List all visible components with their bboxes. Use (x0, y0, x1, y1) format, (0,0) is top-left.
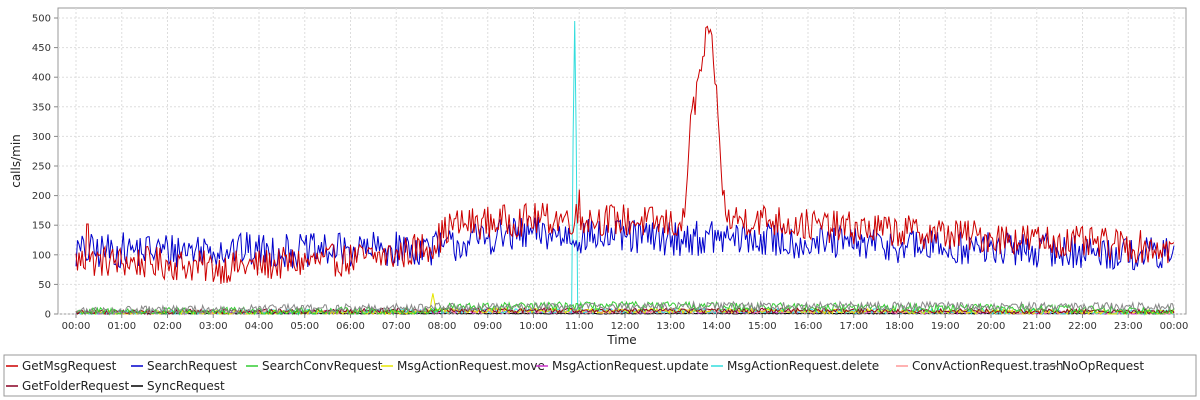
y-tick-label: 200 (32, 191, 51, 202)
x-tick-label: 09:00 (473, 321, 502, 332)
x-tick-label: 00:00 (1160, 321, 1189, 332)
y-axis-title: calls/min (9, 134, 23, 188)
x-tick-label: 07:00 (382, 321, 411, 332)
y-tick-label: 50 (38, 280, 51, 291)
x-tick-label: 14:00 (702, 321, 731, 332)
y-tick-label: 450 (32, 43, 51, 54)
x-axis-title: Time (606, 333, 636, 347)
y-tick-label: 350 (32, 102, 51, 113)
x-tick-label: 18:00 (885, 321, 914, 332)
y-tick-label: 400 (32, 73, 51, 84)
x-tick-label: 03:00 (199, 321, 228, 332)
legend: GetMsgRequest SearchRequest SearchConvRequ… (3, 354, 1197, 397)
x-tick-label: 21:00 (1022, 321, 1051, 332)
x-axis: 00:00 01:00 02:00 03:00 04:00 05:00 06:00 07:00… (62, 314, 1189, 332)
legend-label: GetMsgRequest (22, 359, 117, 373)
y-tick-label: 300 (32, 132, 51, 143)
y-tick-label: 250 (32, 162, 51, 173)
legend-label: MsgActionRequest.update (552, 359, 709, 373)
x-tick-label: 00:00 (62, 321, 91, 332)
legend-box (3, 354, 1197, 397)
y-tick-label: 500 (32, 14, 51, 25)
x-tick-label: 02:00 (153, 321, 182, 332)
x-tick-label: 13:00 (656, 321, 685, 332)
x-tick-label: 10:00 (519, 321, 548, 332)
x-tick-label: 22:00 (1068, 321, 1097, 332)
plot-area (57, 7, 1187, 315)
y-tick-label: 150 (32, 221, 51, 232)
y-axis: 0 50 100 150 200 250 300 350 400 450 500 (32, 14, 58, 321)
legend-label: MsgActionRequest.move (397, 359, 545, 373)
series-line-getfolderrequest (75, 306, 1175, 316)
x-tick-label: 06:00 (336, 321, 365, 332)
legend-label: SyncRequest (147, 379, 225, 393)
y-tick-label: 0 (45, 310, 51, 321)
legend-label: SearchRequest (147, 359, 237, 373)
x-tick-label: 23:00 (1114, 321, 1143, 332)
x-tick-label: 20:00 (977, 321, 1006, 332)
x-tick-label: 19:00 (931, 321, 960, 332)
series-line-nooprequest (75, 300, 1175, 316)
series-line-searchrequest (75, 216, 1175, 271)
x-tick-label: 01:00 (107, 321, 136, 332)
legend-label: MsgActionRequest.delete (727, 359, 879, 373)
legend-label: NoOpRequest (1062, 359, 1144, 373)
legend-label: SearchConvRequest (262, 359, 383, 373)
series-line-getmsgrequest (75, 25, 1175, 284)
legend-label: GetFolderRequest (22, 379, 130, 393)
x-tick-label: 08:00 (428, 321, 457, 332)
x-tick-label: 15:00 (748, 321, 777, 332)
legend-label: ConvActionRequest.trash (912, 359, 1063, 373)
x-tick-label: 05:00 (290, 321, 319, 332)
x-tick-label: 12:00 (611, 321, 640, 332)
x-tick-label: 16:00 (794, 321, 823, 332)
y-tick-label: 100 (32, 250, 51, 261)
series-lines (75, 20, 1175, 316)
x-tick-label: 17:00 (839, 321, 868, 332)
x-tick-label: 11:00 (565, 321, 594, 332)
x-tick-label: 04:00 (245, 321, 274, 332)
grid-lines (58, 8, 1186, 315)
